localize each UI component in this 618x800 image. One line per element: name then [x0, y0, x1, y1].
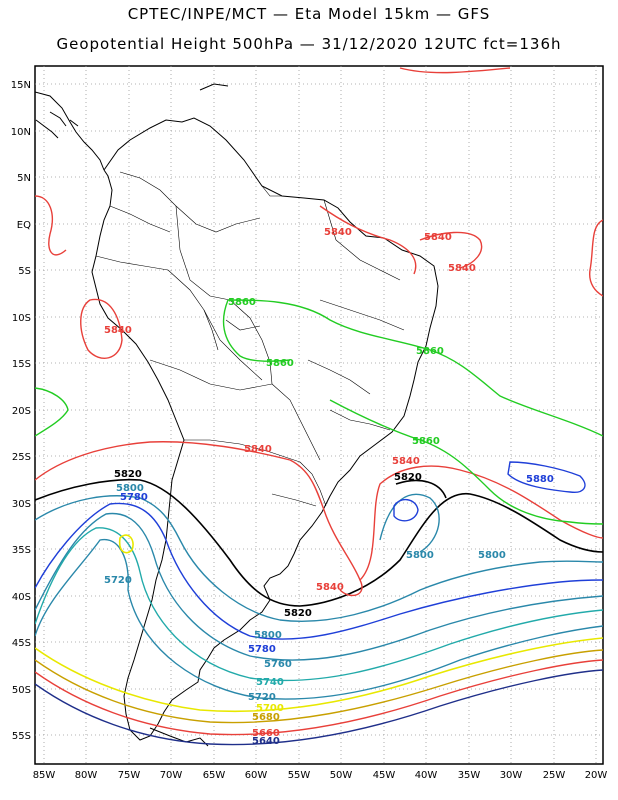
contour-5800-b	[379, 493, 440, 553]
contour-label: 5820	[114, 469, 142, 480]
contour-5680	[35, 649, 603, 724]
lat-label: EQ	[17, 220, 31, 231]
contour-label: 5860	[412, 436, 440, 447]
map-frame	[34, 65, 604, 765]
contour-label: 5800	[116, 483, 144, 494]
contour-5860-b	[222, 299, 291, 362]
lon-label: 75W	[118, 770, 141, 781]
contour-label: 5840	[424, 232, 452, 243]
contour-5840-d	[319, 205, 417, 275]
contour-5740	[35, 527, 603, 682]
contour-5720	[35, 538, 603, 700]
contour-label: 5860	[416, 346, 444, 357]
contour-label: 5660	[252, 728, 280, 739]
lon-label: 50W	[330, 770, 353, 781]
lon-label: 80W	[75, 770, 98, 781]
contour-5700	[35, 637, 603, 713]
contour-5840-h	[399, 67, 511, 74]
lon-label: 25W	[543, 770, 566, 781]
contour-label: 5740	[256, 677, 284, 688]
contour-5780	[35, 502, 603, 640]
lat-label: 10N	[11, 127, 31, 138]
contour-label: 5800	[254, 630, 282, 641]
lat-label: 5N	[17, 173, 31, 184]
lon-label: 65W	[203, 770, 226, 781]
contour-label: 5840	[392, 456, 420, 467]
contour-label: 5840	[316, 582, 344, 593]
lat-label: 30S	[12, 499, 31, 510]
contour-label: 5800	[406, 550, 434, 561]
contour-label: 5780	[120, 492, 148, 503]
contour-label: 5880	[526, 474, 554, 485]
lat-label: 10S	[12, 313, 31, 324]
lat-label: 20S	[12, 406, 31, 417]
lon-label: 60W	[245, 770, 268, 781]
contour-5840-f	[35, 195, 67, 256]
lat-label: 15N	[11, 80, 31, 91]
contour-5840-b	[359, 465, 603, 581]
contour-5640	[35, 669, 603, 746]
contour-label: 5780	[248, 644, 276, 655]
contour-5840-e	[419, 231, 483, 269]
lon-label: 55W	[288, 770, 311, 781]
contour-5700-b	[118, 534, 134, 554]
contour-5800-a	[35, 495, 603, 622]
lat-label: 40S	[12, 592, 31, 603]
contour-label: 5700	[256, 703, 284, 714]
contour-labels: 5840 5840 5840 5840 5840 5840 5840 5860 …	[104, 227, 554, 747]
contour-5860-d	[35, 387, 69, 437]
latitude-labels: 15N 10N 5N EQ 5S 10S 15S 20S 25S 30S 35S…	[11, 80, 31, 742]
contour-label: 5720	[248, 692, 276, 703]
lon-label: 70W	[160, 770, 183, 781]
contour-label: 5820	[394, 472, 422, 483]
contour-label: 5840	[324, 227, 352, 238]
lat-lon-grid	[35, 66, 603, 764]
lat-label: 35S	[12, 545, 31, 556]
title-line-2: Geopotential Height 500hPa — 31/12/2020 …	[56, 35, 562, 53]
lon-label: 35W	[458, 770, 481, 781]
contour-5780-c	[393, 499, 419, 522]
contour-label: 5720	[104, 575, 132, 586]
lon-label: 20W	[585, 770, 608, 781]
country-borders	[95, 171, 405, 507]
contour-label: 5800	[478, 550, 506, 561]
lat-label: 5S	[18, 266, 31, 277]
lon-label: 85W	[33, 770, 56, 781]
contour-label: 5840	[244, 444, 272, 455]
contour-label: 5820	[284, 608, 312, 619]
contour-label: 5680	[252, 712, 280, 723]
lat-label: 45S	[12, 638, 31, 649]
lat-label: 15S	[12, 359, 31, 370]
contour-5840-c	[80, 298, 123, 359]
contour-label: 5760	[264, 659, 292, 670]
contour-label: 5640	[252, 736, 280, 747]
longitude-labels: 85W 80W 75W 70W 65W 60W 55W 50W 45W 40W …	[33, 770, 608, 781]
contour-5820	[35, 478, 603, 607]
contour-label: 5840	[448, 263, 476, 274]
lat-label: 55S	[12, 731, 31, 742]
contour-5760	[35, 512, 603, 661]
contour-5820-b	[395, 479, 447, 499]
contour-5880	[507, 461, 586, 493]
lon-label: 45W	[373, 770, 396, 781]
contour-5660	[35, 659, 603, 736]
lon-label: 30W	[500, 770, 523, 781]
lon-label: 40W	[415, 770, 438, 781]
contour-label: 5860	[228, 297, 256, 308]
contour-label: 5860	[266, 358, 294, 369]
contour-label: 5840	[104, 325, 132, 336]
lat-label: 50S	[12, 685, 31, 696]
contour-5860-a	[227, 299, 603, 437]
contour-5840-g	[588, 219, 603, 297]
lat-label: 25S	[12, 452, 31, 463]
title-line-1: CPTEC/INPE/MCT — Eta Model 15km — GFS	[127, 5, 491, 23]
contour-5860-c	[329, 399, 603, 525]
